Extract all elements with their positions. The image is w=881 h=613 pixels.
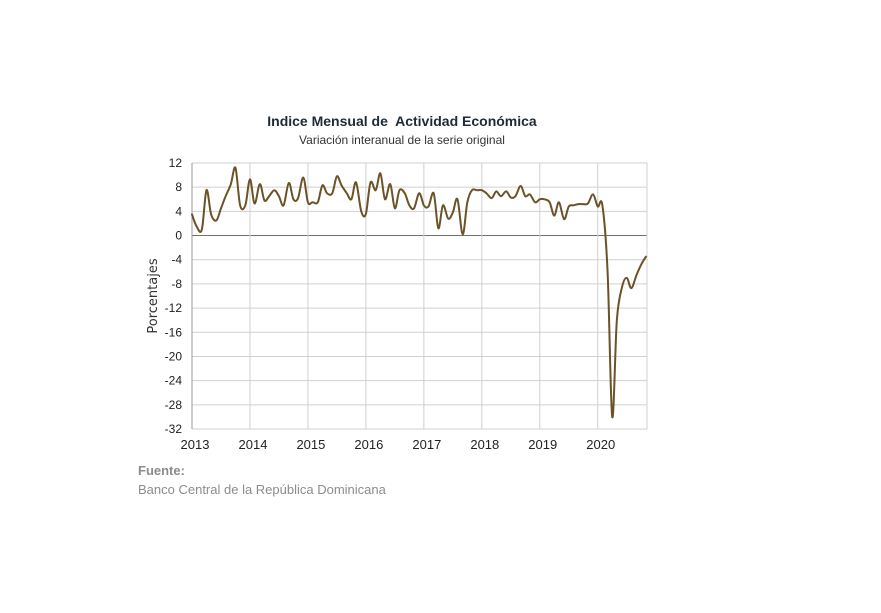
x-tick-label: 2015 <box>296 437 325 452</box>
series-lines <box>191 166 647 418</box>
x-tick-label: 2016 <box>354 437 383 452</box>
y-tick-labels: 12 8 4 0 -4 -8 -12 -16 -20 -24 -28 -32 <box>165 156 183 436</box>
y-tick-label: 0 <box>175 229 182 243</box>
x-tick-label: 2018 <box>470 437 499 452</box>
y-tick-label: -24 <box>165 374 183 388</box>
grid-lines <box>191 162 648 430</box>
x-tick-labels: 2013 2014 2015 2016 2017 2018 2019 2020 <box>181 437 616 452</box>
x-tick-label: 2013 <box>181 437 210 452</box>
y-tick-label: -20 <box>165 349 183 363</box>
source-label: Fuente: <box>138 463 185 478</box>
chart-title: Indice Mensual de Actividad Económica <box>267 113 537 129</box>
x-tick-label: 2017 <box>412 437 441 452</box>
y-tick-label: -16 <box>165 325 183 339</box>
x-tick-label: 2014 <box>239 437 268 452</box>
x-tick-label: 2020 <box>586 437 615 452</box>
y-tick-label: -12 <box>165 301 183 315</box>
y-axis-label: Porcentajes <box>146 258 161 333</box>
y-tick-label: -32 <box>165 422 183 436</box>
source-text: Banco Central de la República Dominicana <box>138 482 386 497</box>
y-tick-label: 12 <box>169 156 183 170</box>
series-line <box>191 166 647 418</box>
chart-subtitle: Variación interanual de la serie origina… <box>299 133 505 147</box>
x-tick-label: 2019 <box>528 437 557 452</box>
y-tick-label: 8 <box>175 180 182 194</box>
y-tick-label: -28 <box>165 398 183 412</box>
y-tick-label: -8 <box>171 277 182 291</box>
y-tick-label: 4 <box>175 204 182 218</box>
y-tick-label: -4 <box>171 253 182 267</box>
